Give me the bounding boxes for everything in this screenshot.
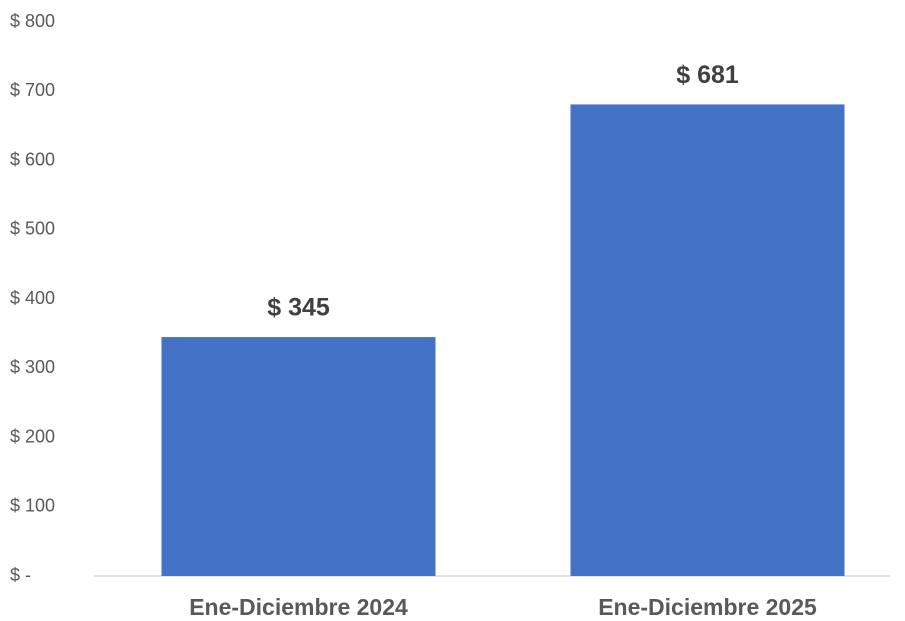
y-tick-label: $ 200	[10, 426, 55, 446]
y-tick-label: $ 700	[10, 80, 55, 100]
y-tick-label: $ -	[10, 565, 31, 585]
data-label: $ 345	[267, 294, 330, 322]
y-tick-label: $ 300	[10, 357, 55, 377]
y-tick-label: $ 500	[10, 219, 55, 239]
bar	[570, 104, 845, 576]
data-label: $ 681	[676, 61, 739, 89]
y-tick-label: $ 400	[10, 288, 55, 308]
y-tick-label: $ 100	[10, 496, 55, 516]
y-tick-label: $ 800	[10, 11, 55, 31]
x-tick-label: Ene-Diciembre 2024	[189, 594, 408, 620]
y-tick-label: $ 600	[10, 149, 55, 169]
x-tick-label: Ene-Diciembre 2025	[598, 594, 817, 620]
bar	[161, 337, 436, 576]
